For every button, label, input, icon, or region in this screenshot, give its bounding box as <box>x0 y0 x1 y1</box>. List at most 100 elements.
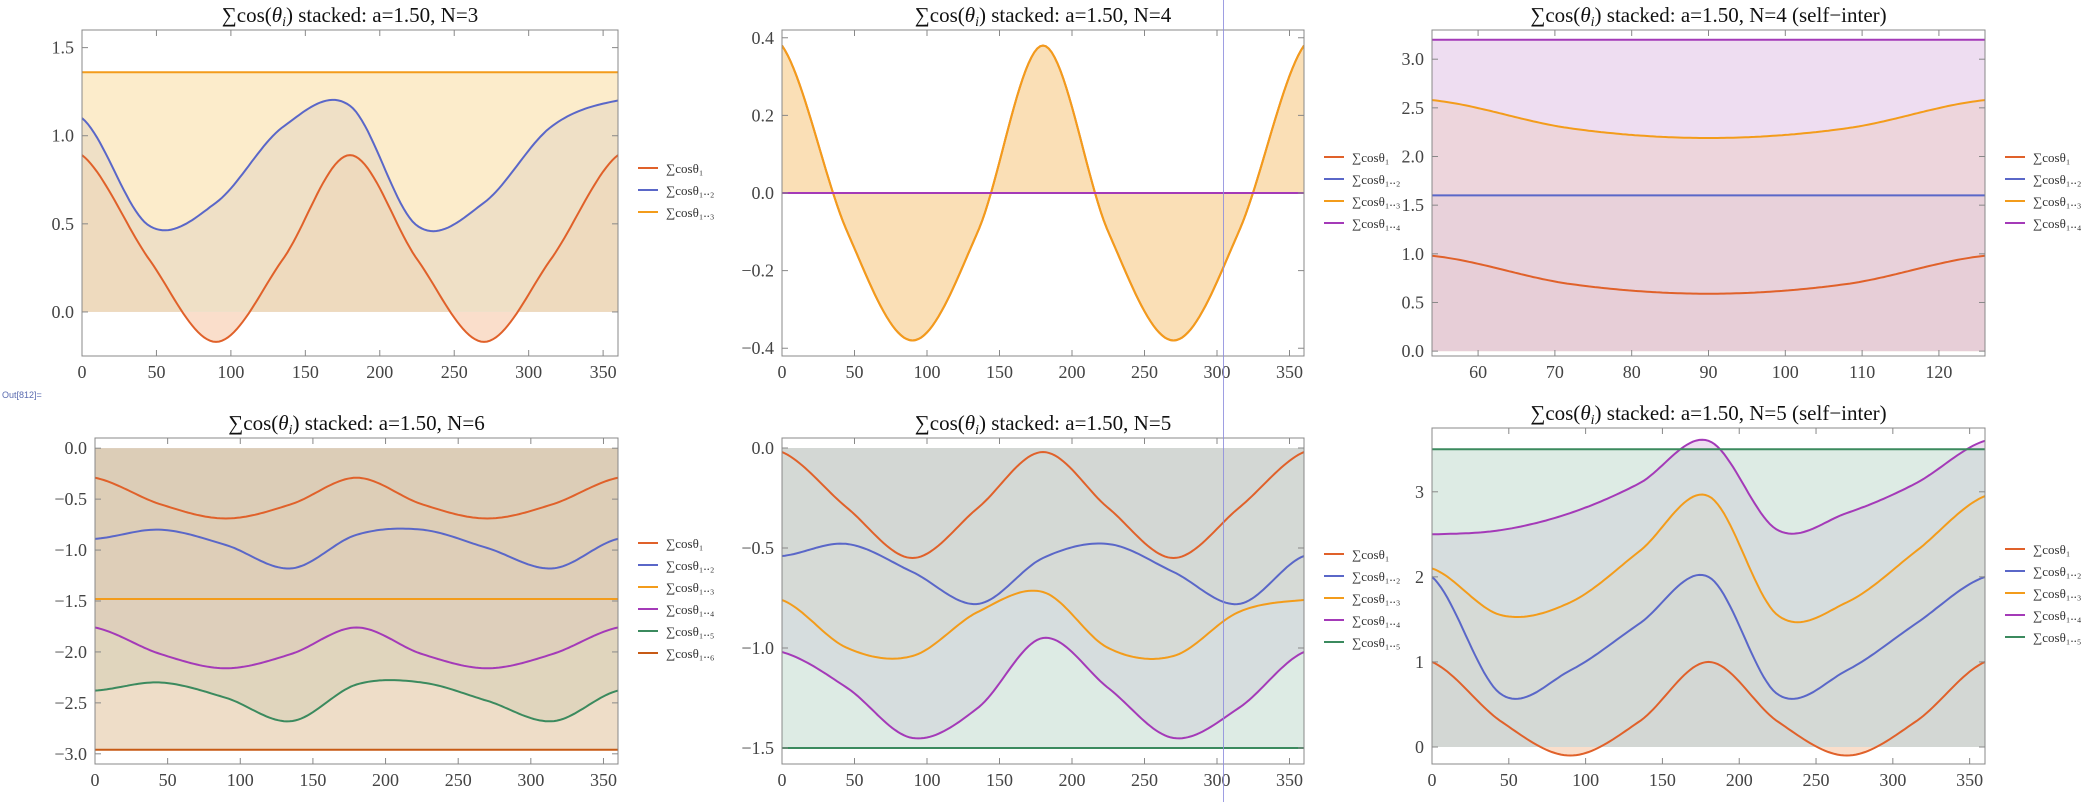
x-tick-label: 90 <box>1700 362 1718 382</box>
legend-label: ∑cosθ₁..₂ <box>2033 172 2081 187</box>
y-tick-label: 0.0 <box>752 438 775 458</box>
x-tick-label: 100 <box>914 770 941 790</box>
plot-area <box>1432 438 1985 757</box>
series-line-1 <box>82 154 618 343</box>
legend-label: ∑cosθ₁..₂ <box>666 558 714 573</box>
x-tick-label: 300 <box>1204 362 1231 382</box>
chart-title: ∑cos(θi) stacked: a=1.50, N=6 <box>228 411 484 438</box>
output-cell-label: Out[812]= <box>2 390 42 400</box>
y-tick-label: 0.5 <box>52 214 75 234</box>
series-line-3 <box>782 44 1304 342</box>
legend-label: ∑cosθ₁..₄ <box>1352 613 1401 628</box>
series-line-3 <box>1432 493 1985 624</box>
x-tick-label: 100 <box>1772 362 1799 382</box>
legend-label: ∑cosθ₁..₃ <box>2033 194 2081 209</box>
plot-frame <box>781 437 1305 765</box>
y-tick-label: 0 <box>1415 737 1424 757</box>
x-tick-label: 80 <box>1623 362 1641 382</box>
x-tick-label: 350 <box>1276 362 1303 382</box>
x-tick-label: 50 <box>159 770 177 790</box>
y-tick-label: −2.0 <box>54 642 87 662</box>
chart-panel-1: 0 50 100 150 200 250 300 350 0.0 0.5 1.0 1.5 ∑cos(θi… <box>52 3 715 382</box>
x-tick-label: 200 <box>372 770 399 790</box>
x-tick-label: 100 <box>914 362 941 382</box>
y-tick-label: −1.5 <box>54 591 87 611</box>
series-line-2 <box>82 98 618 233</box>
chart-panel-4: 0 50 100 150 200 250 300 350 −3.0 −2.5 −2.0 −1.5 −1.… <box>54 411 715 790</box>
y-tick-label: 0.5 <box>1402 292 1425 312</box>
y-tick-label: 2.0 <box>1402 147 1425 167</box>
legend-label: ∑cosθ₁..₆ <box>666 646 714 661</box>
series-line-4 <box>1432 438 1985 536</box>
x-tick-label: 100 <box>227 770 254 790</box>
y-tick-label: 1 <box>1415 652 1424 672</box>
y-tick-label: −1.0 <box>741 638 774 658</box>
x-tick-label: 300 <box>515 362 542 382</box>
x-tick-label: 150 <box>1649 770 1676 790</box>
y-tick-label: 1.5 <box>1402 195 1425 215</box>
x-tick-label: 250 <box>441 362 468 382</box>
x-tick-label: 150 <box>292 362 319 382</box>
x-tick-label: 0 <box>1428 770 1437 790</box>
legend-label: ∑cosθ₁..₃ <box>1352 194 1400 209</box>
series-fill-5 <box>782 448 1304 748</box>
legend-label: ∑cosθ₁..₃ <box>2033 586 2081 601</box>
chart-title: ∑cos(θi) stacked: a=1.50, N=4 <box>915 3 1172 30</box>
plot-area <box>95 448 618 751</box>
series-line-1 <box>1432 660 1985 757</box>
legend-label: ∑cosθ₁..₃ <box>1352 591 1400 606</box>
x-tick-label: 0 <box>778 770 787 790</box>
plot-frame <box>1431 427 1986 765</box>
y-tick-label: 0.0 <box>52 302 75 322</box>
series-line-2 <box>95 527 618 570</box>
series-line-4 <box>95 626 618 670</box>
legend-label: ∑cosθ₁ <box>666 536 703 551</box>
series-line-1 <box>95 476 618 520</box>
x-tick-label: 200 <box>1726 770 1753 790</box>
y-tick-label: −0.4 <box>741 338 774 358</box>
x-tick-label: 100 <box>1572 770 1599 790</box>
x-tick-label: 50 <box>846 362 864 382</box>
series-line-1 <box>1432 254 1985 295</box>
x-tick-label: 250 <box>445 770 472 790</box>
x-tick-label: 250 <box>1131 362 1158 382</box>
legend-label: ∑cosθ₁..₂ <box>1352 172 1400 187</box>
x-tick-label: 50 <box>1500 770 1518 790</box>
legend-label: ∑cosθ₁..₄ <box>1352 216 1401 231</box>
x-tick-label: 350 <box>590 362 617 382</box>
x-tick-label: 0 <box>778 362 787 382</box>
chart-panel-3: 60 70 80 90 100 110 120 0.0 0.5 1.0 1.5 2.0 2.5 3.0 ∑c… <box>1402 3 2082 382</box>
x-tick-label: 0 <box>78 362 87 382</box>
y-tick-label: 2 <box>1415 567 1424 587</box>
x-tick-label: 50 <box>147 362 165 382</box>
y-tick-label: −0.5 <box>741 538 774 558</box>
legend-label: ∑cosθ₁..₄ <box>2033 216 2082 231</box>
chart-title: ∑cos(θi) stacked: a=1.50, N=4 (self−inte… <box>1530 3 1886 30</box>
y-tick-label: 3 <box>1415 482 1424 502</box>
legend-label: ∑cosθ₁..₅ <box>2033 630 2081 645</box>
x-tick-label: 0 <box>91 770 100 790</box>
cell-cursor-line <box>1223 0 1224 802</box>
x-tick-label: 120 <box>1925 362 1952 382</box>
y-tick-label: 0.0 <box>1402 341 1425 361</box>
y-tick-label: −1.5 <box>741 738 774 758</box>
series-fill-5 <box>1432 449 1985 747</box>
plot-area <box>782 448 1304 749</box>
y-tick-label: 0.2 <box>752 105 775 125</box>
x-tick-label: 150 <box>986 770 1013 790</box>
series-line-5 <box>95 679 618 723</box>
x-tick-label: 150 <box>986 362 1013 382</box>
x-tick-label: 200 <box>1059 362 1086 382</box>
x-tick-label: 250 <box>1803 770 1830 790</box>
plot-area <box>82 71 618 343</box>
x-tick-label: 200 <box>1059 770 1086 790</box>
legend-label: ∑cosθ₁ <box>666 161 703 176</box>
x-tick-label: 300 <box>1879 770 1906 790</box>
legend-label: ∑cosθ₁..₂ <box>2033 564 2081 579</box>
chart-title: ∑cos(θi) stacked: a=1.50, N=3 <box>222 3 478 30</box>
series-line-1 <box>782 450 1304 560</box>
y-tick-label: 3.0 <box>1402 49 1425 69</box>
x-tick-label: 350 <box>1956 770 1983 790</box>
